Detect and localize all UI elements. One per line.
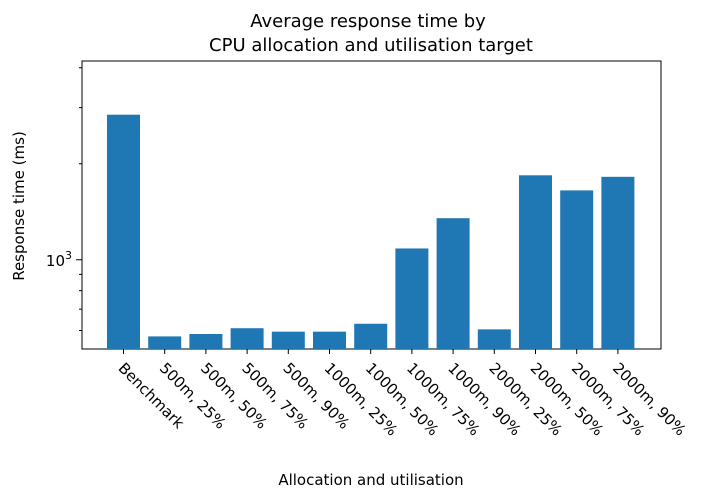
- bar: [519, 175, 552, 349]
- y-axis-label: Response time (ms): [10, 131, 28, 281]
- bar: [271, 331, 305, 349]
- bar: [395, 248, 429, 349]
- bar: [436, 218, 470, 349]
- bars: [107, 114, 635, 349]
- bar: [148, 336, 182, 349]
- y-tick-label: 103: [46, 249, 72, 270]
- bar: [477, 329, 511, 349]
- bar: [189, 334, 223, 349]
- bar: [354, 323, 388, 349]
- bar: [230, 328, 264, 349]
- x-axis-label: Allocation and utilisation: [278, 471, 463, 489]
- chart-title-line-2: CPU allocation and utilisation target: [209, 35, 533, 56]
- bar: [313, 331, 346, 349]
- chart-title-line-1: Average response time by: [250, 11, 486, 32]
- bar: [107, 114, 140, 349]
- bar: [560, 190, 594, 349]
- y-axis-ticks: 103: [46, 67, 82, 332]
- bar: [601, 176, 635, 349]
